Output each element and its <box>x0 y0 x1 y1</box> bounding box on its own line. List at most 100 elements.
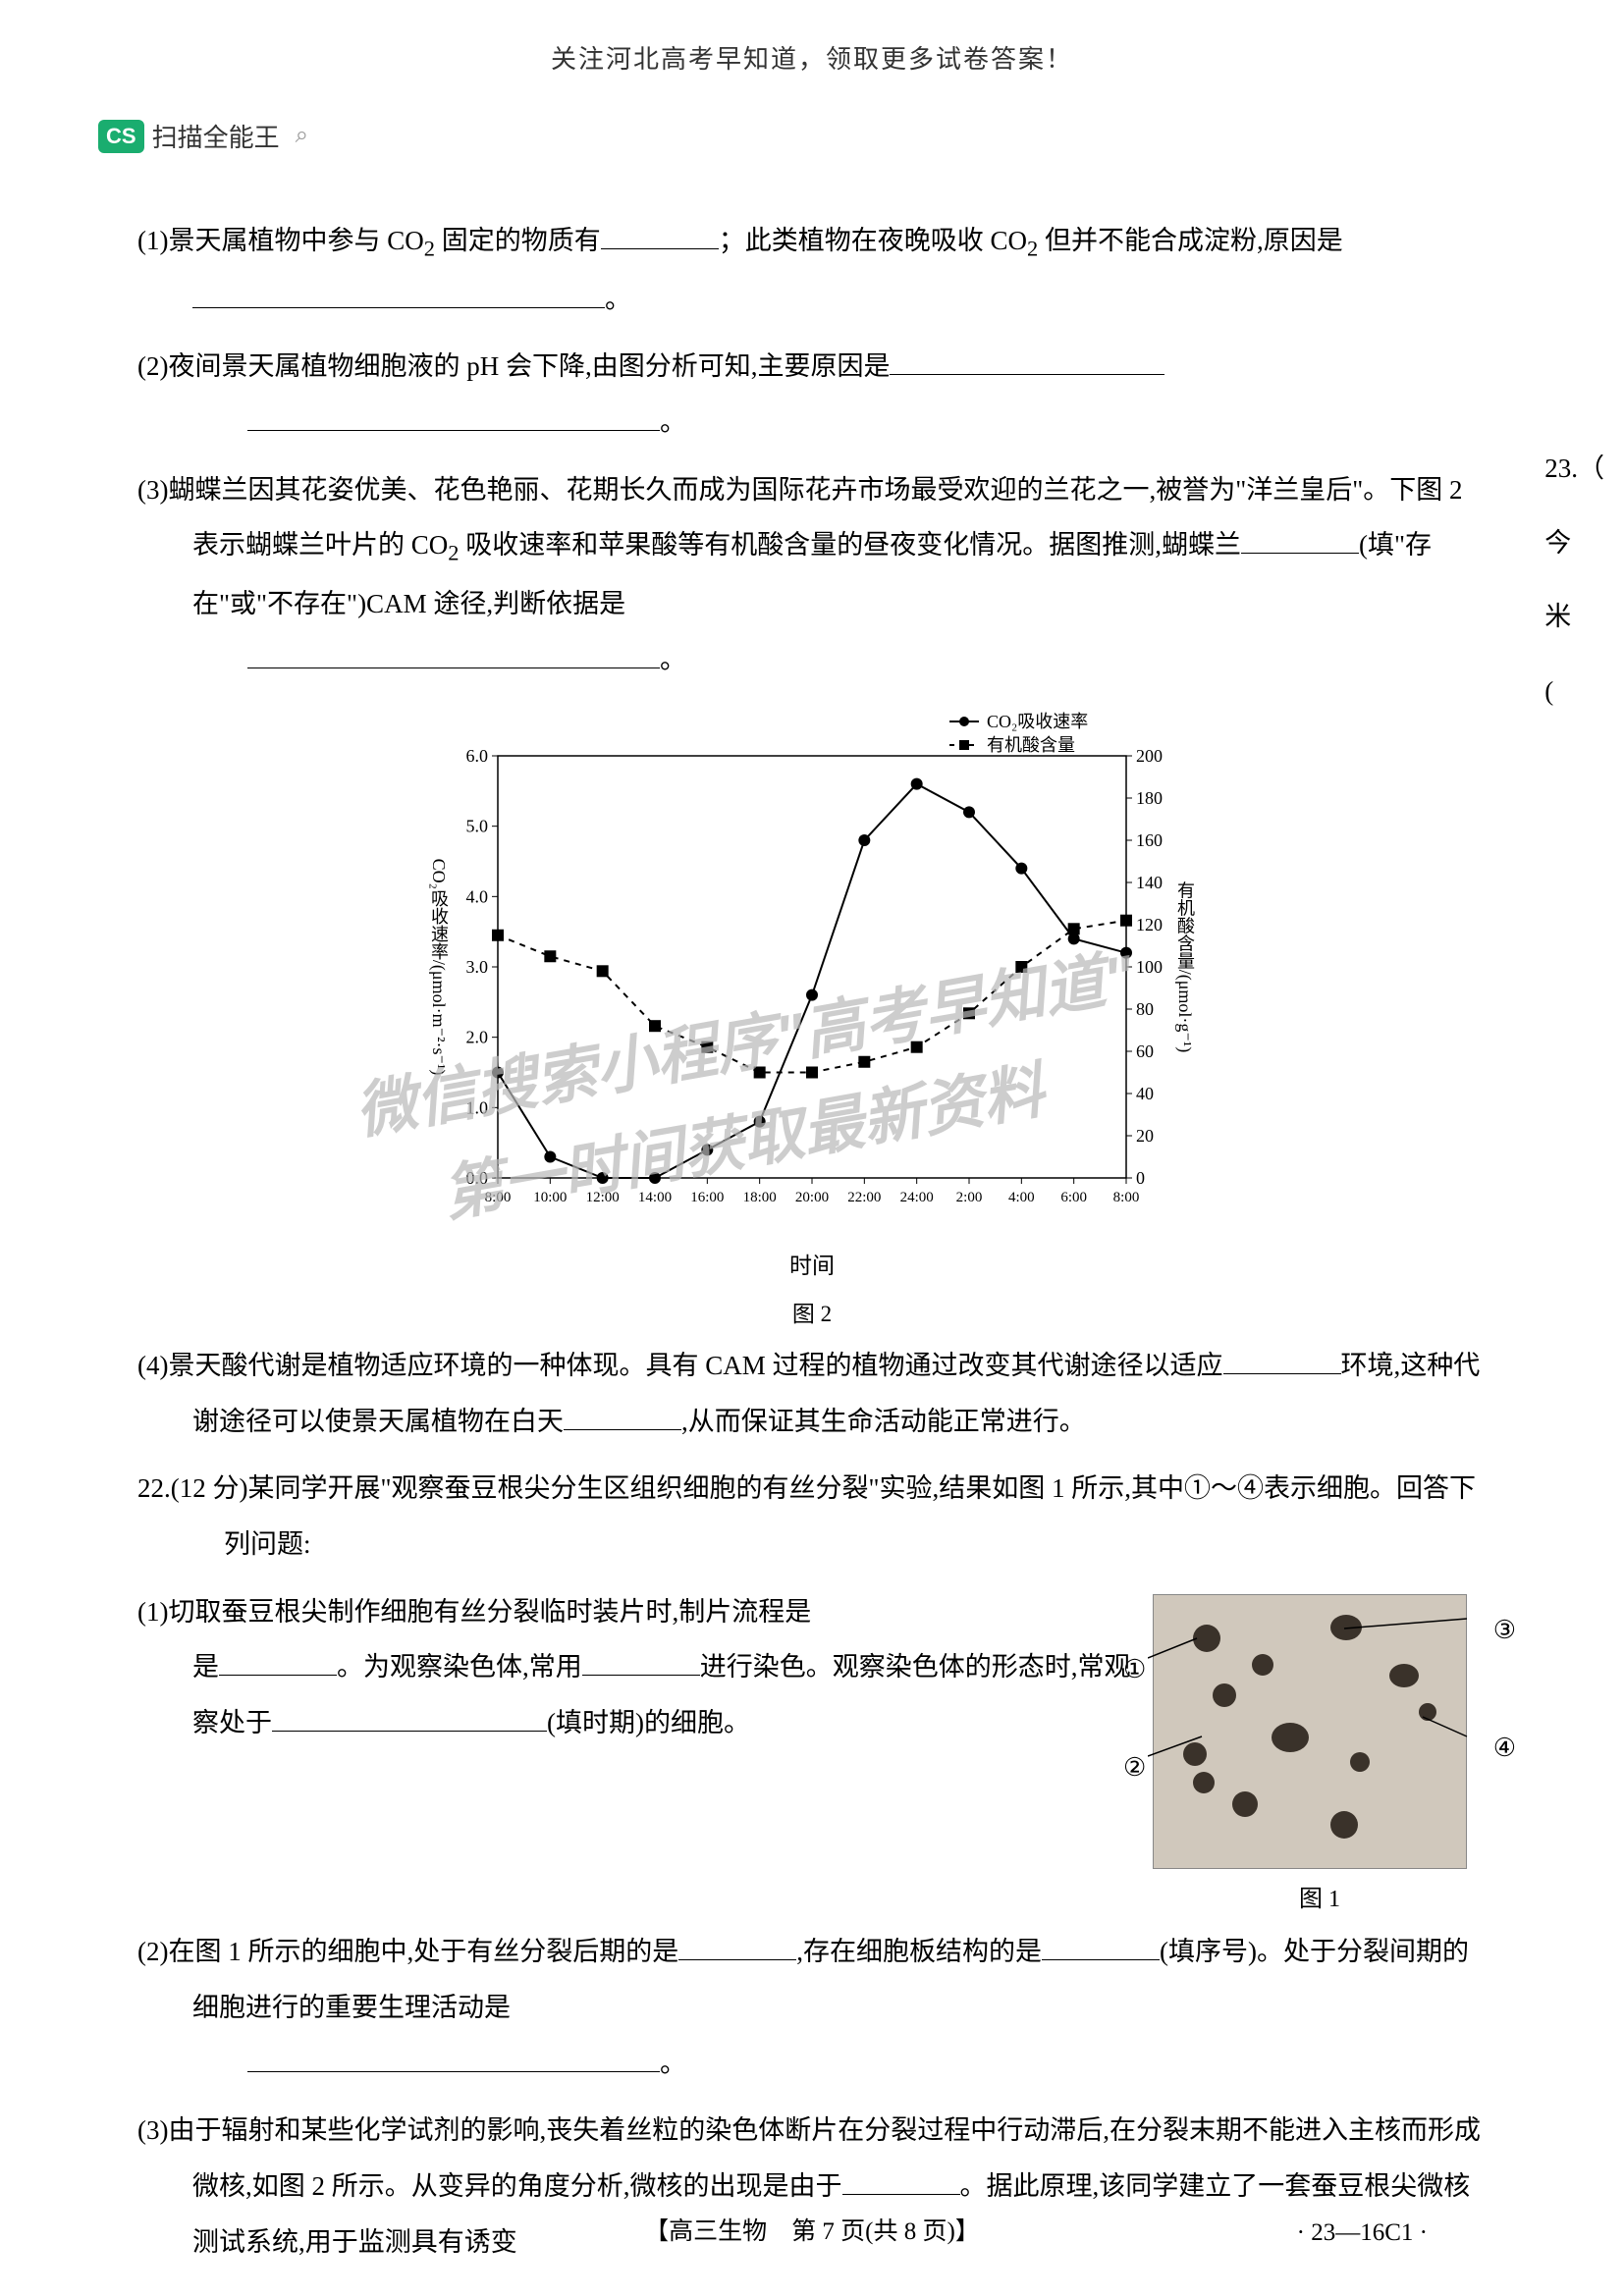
svg-text:20: 20 <box>1136 1126 1154 1146</box>
question-21-1: (1)景天属植物中参与 CO2 固定的物质有；此类植物在夜晚吸收 CO2 但并不… <box>137 213 1487 327</box>
svg-text:有机酸含量: 有机酸含量 <box>987 735 1075 755</box>
svg-text:180: 180 <box>1136 788 1163 808</box>
micrograph-image <box>1153 1594 1467 1869</box>
svg-text:14:00: 14:00 <box>638 1190 672 1205</box>
q-text: 但并不能合成淀粉,原因是 <box>1038 226 1343 255</box>
question-22-1: (1)切取蚕豆根尖制作细胞有丝分裂临时装片时,制片流程是 是。为观察染色体,常用… <box>137 1584 1133 1751</box>
q-text: 。 <box>605 285 631 314</box>
svg-text:20:00: 20:00 <box>795 1190 829 1205</box>
svg-text:CO₂吸收速率/(μmol·m⁻²·s⁻¹): CO₂吸收速率/(μmol·m⁻²·s⁻¹) <box>428 859 449 1076</box>
content-area: (1)景天属植物中参与 CO2 固定的物质有；此类植物在夜晚吸收 CO2 但并不… <box>137 213 1487 2269</box>
chart-figure-2: 0.01.02.03.04.05.06.00204060801001201401… <box>409 707 1215 1237</box>
svg-text:40: 40 <box>1136 1084 1154 1103</box>
blank <box>678 1937 796 1960</box>
figure-caption: 图 2 <box>792 1302 832 1326</box>
svg-text:16:00: 16:00 <box>690 1190 724 1205</box>
q22-layout: (1)切取蚕豆根尖制作细胞有丝分裂临时装片时,制片流程是 是。为观察染色体,常用… <box>137 1584 1487 1924</box>
q-text: 22.(12 分)某同学开展"观察蚕豆根尖分生区组织细胞的有丝分裂"实验,结果如… <box>137 1473 1476 1559</box>
q-text: (1)景天属植物中参与 CO <box>137 226 424 255</box>
side-text: 23.（ <box>1544 432 1604 507</box>
q-text: 。 <box>660 2049 686 2078</box>
blank <box>192 285 605 308</box>
q-text: 固定的物质有 <box>435 226 601 255</box>
micrograph-caption: 图 1 <box>1153 1875 1487 1924</box>
q-text: (2)夜间景天属植物细胞液的 pH 会下降,由图分析可知,主要原因是 <box>137 351 890 381</box>
micrograph-container: ① ② ③ ④ 图 1 <box>1153 1594 1487 1924</box>
blank <box>1223 1351 1341 1374</box>
blank <box>219 1652 337 1676</box>
svg-text:有机酸含量/(μmol·g⁻¹): 有机酸含量/(μmol·g⁻¹) <box>1174 881 1195 1053</box>
svg-text:24:00: 24:00 <box>900 1190 934 1205</box>
side-text: 米 <box>1544 580 1604 655</box>
svg-text:140: 140 <box>1136 873 1163 892</box>
side-fragment: 23.（ 今 米 ( <box>1544 432 1604 728</box>
cs-badge-icon: CS <box>98 120 144 153</box>
blank <box>247 2049 660 2072</box>
q-text: ,从而保证其生命活动能正常进行。 <box>681 1407 1086 1436</box>
subscript: 2 <box>424 236 435 260</box>
svg-text:6:00: 6:00 <box>1060 1190 1087 1205</box>
question-21-3: (3)蝴蝶兰因其花姿优美、花色艳丽、花期长久而成为国际花卉市场最受欢迎的兰花之一… <box>137 462 1487 688</box>
svg-text:5.0: 5.0 <box>466 817 489 836</box>
blank <box>247 407 660 431</box>
subscript: 2 <box>448 541 459 565</box>
blank <box>247 645 660 668</box>
q-text: (1)切取蚕豆根尖制作细胞有丝分裂临时装片时,制片流程是 <box>137 1597 811 1627</box>
q-text: 。 <box>660 645 686 674</box>
q-text: (填时期)的细胞。 <box>547 1708 750 1737</box>
q22-text-column: (1)切取蚕豆根尖制作细胞有丝分裂临时装片时,制片流程是 是。为观察染色体,常用… <box>137 1584 1133 1763</box>
question-22-2: (2)在图 1 所示的细胞中,处于有丝分裂后期的是,存在细胞板结构的是(填序号)… <box>137 1924 1487 2091</box>
blank <box>842 2171 960 2195</box>
svg-text:CO₂吸收速率: CO₂吸收速率 <box>987 712 1088 731</box>
blank <box>890 351 1164 375</box>
svg-text:18:00: 18:00 <box>743 1190 777 1205</box>
svg-text:2:00: 2:00 <box>956 1190 983 1205</box>
header-banner: 关注河北高考早知道，领取更多试卷答案！ <box>137 39 1487 76</box>
blank <box>582 1652 700 1676</box>
svg-text:22:00: 22:00 <box>847 1190 881 1205</box>
svg-text:8:00: 8:00 <box>485 1190 512 1205</box>
app-badge: CS 扫描全能王 ⌕ <box>98 118 308 154</box>
svg-text:2.0: 2.0 <box>466 1028 489 1047</box>
side-text: ( <box>1544 655 1604 729</box>
svg-text:200: 200 <box>1136 746 1163 766</box>
blank <box>1241 530 1359 554</box>
search-icon: ⌕ <box>296 123 308 149</box>
q-text: ；此类植物在夜晚吸收 CO <box>719 226 1027 255</box>
q-text: (4)景天酸代谢是植物适应环境的一种体现。具有 CAM 过程的植物通过改变其代谢… <box>137 1351 1223 1380</box>
svg-text:60: 60 <box>1136 1041 1154 1061</box>
question-21-4: (4)景天酸代谢是植物适应环境的一种体现。具有 CAM 过程的植物通过改变其代谢… <box>137 1338 1487 1449</box>
question-21-2: (2)夜间景天属植物细胞液的 pH 会下降,由图分析可知,主要原因是 。 <box>137 339 1487 450</box>
svg-text:6.0: 6.0 <box>466 746 489 766</box>
svg-text:80: 80 <box>1136 999 1154 1019</box>
q-text: 。 <box>660 407 686 437</box>
q-text: ,存在细胞板结构的是 <box>796 1937 1042 1966</box>
svg-text:100: 100 <box>1136 957 1163 977</box>
svg-text:160: 160 <box>1136 830 1163 850</box>
blank <box>564 1407 681 1430</box>
micro-label-2: ② <box>1123 1741 1146 1795</box>
blank <box>601 226 719 249</box>
micro-label-4: ④ <box>1493 1722 1516 1776</box>
svg-text:10:00: 10:00 <box>533 1190 567 1205</box>
micro-label-1: ① <box>1123 1643 1146 1697</box>
svg-text:3.0: 3.0 <box>466 957 489 977</box>
q-text: 吸收速率和苹果酸等有机酸含量的昼夜变化情况。据图推测,蝴蝶兰 <box>460 530 1242 560</box>
svg-text:4.0: 4.0 <box>466 887 489 907</box>
side-text: 今 <box>1544 507 1604 581</box>
svg-text:0: 0 <box>1136 1168 1145 1188</box>
svg-text:1.0: 1.0 <box>466 1098 489 1118</box>
svg-text:8:00: 8:00 <box>1113 1190 1140 1205</box>
svg-text:120: 120 <box>1136 915 1163 934</box>
q-text: (2)在图 1 所示的细胞中,处于有丝分裂后期的是 <box>137 1937 678 1966</box>
q-text: 。为观察染色体,常用 <box>337 1652 582 1682</box>
app-badge-label: 扫描全能王 <box>152 118 280 154</box>
question-22-head: 22.(12 分)某同学开展"观察蚕豆根尖分生区组织细胞的有丝分裂"实验,结果如… <box>137 1461 1487 1572</box>
footer-code: · 23—16C1 · <box>1297 2219 1428 2247</box>
chart-caption: 时间 图 2 <box>137 1243 1487 1338</box>
subscript: 2 <box>1027 236 1038 260</box>
x-axis-label: 时间 <box>789 1254 835 1278</box>
micro-label-3: ③ <box>1493 1604 1516 1658</box>
chart-svg: 0.01.02.03.04.05.06.00204060801001201401… <box>409 707 1215 1237</box>
blank <box>272 1708 547 1732</box>
